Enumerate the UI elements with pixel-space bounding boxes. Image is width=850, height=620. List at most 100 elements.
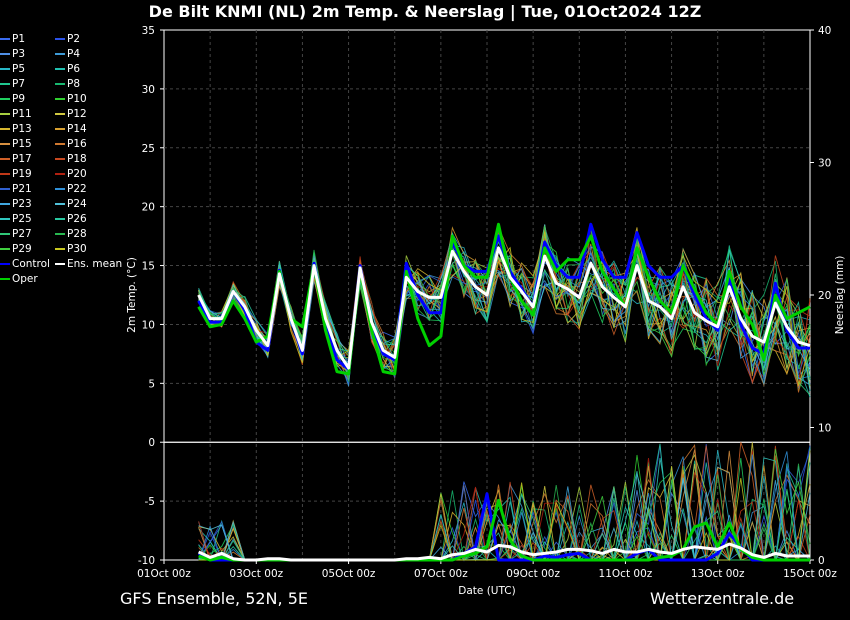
legend-swatch [0, 203, 10, 205]
y-axis-left: -10 -5 0 5 10 15 20 25 30 35 [138, 25, 164, 567]
legend-item: P25 [0, 213, 32, 225]
x-tick-label: 09Oct 00z [506, 568, 560, 580]
legend-label: P25 [12, 213, 32, 225]
legend-swatch [55, 53, 65, 55]
legend-item: P15 [0, 138, 32, 150]
legend-label: P15 [12, 138, 32, 150]
y-axis-right: 0 10 20 30 40 [810, 25, 831, 567]
legend-item: P4 [55, 48, 80, 60]
x-tick-label: 01Oct 00z [137, 568, 191, 580]
y-tick-label-right: 20 [818, 290, 831, 302]
x-axis-label: Date (UTC) [458, 585, 515, 597]
legend-swatch [55, 83, 65, 85]
legend-item: P3 [0, 48, 25, 60]
legend-item: Oper [0, 273, 38, 285]
legend-item: P12 [55, 108, 87, 120]
legend-swatch [0, 98, 10, 100]
legend-swatch [0, 128, 10, 130]
legend-swatch [0, 218, 10, 220]
legend-label: Control [12, 258, 50, 270]
legend-item: P13 [0, 123, 32, 135]
legend-swatch [55, 218, 65, 220]
x-tick-label: 13Oct 00z [691, 568, 745, 580]
legend-label: P5 [12, 63, 26, 75]
legend-item: P18 [55, 153, 87, 165]
legend-item: P2 [55, 33, 80, 45]
legend-item: P24 [55, 198, 87, 210]
legend-swatch [55, 173, 65, 175]
legend-label: P24 [67, 198, 87, 210]
legend-item: Control [0, 258, 50, 270]
source-credit: Wetterzentrale.de [650, 589, 795, 608]
y-tick-label-left: 15 [142, 261, 155, 273]
legend-item: P21 [0, 183, 32, 195]
legend-item: P8 [55, 78, 80, 90]
x-tick-label: 15Oct 00z [783, 568, 837, 580]
legend-swatch [0, 248, 10, 250]
y-tick-label-left: 30 [142, 84, 155, 96]
legend-item: P22 [55, 183, 87, 195]
y-tick-label-right: 0 [818, 555, 825, 567]
legend-item: P30 [55, 243, 87, 255]
legend-label: P29 [12, 243, 32, 255]
series-line-ens-mean-precip [197, 542, 810, 562]
legend-swatch [0, 158, 10, 160]
legend-swatch [0, 173, 10, 175]
model-info: GFS Ensemble, 52N, 5E [120, 589, 308, 608]
legend-swatch [55, 38, 65, 40]
y-axis-right-label: Neerslag (mm) [834, 256, 846, 335]
legend-swatch [0, 83, 10, 85]
series-line-ens-mean [197, 246, 811, 370]
legend-label: P30 [67, 243, 87, 255]
legend-swatch [55, 113, 65, 115]
legend-label: P16 [67, 138, 87, 150]
legend-label: P21 [12, 183, 32, 195]
y-tick-label-left: -5 [145, 496, 155, 508]
ensemble-member-temp [198, 225, 811, 376]
legend-label: P28 [67, 228, 87, 240]
legend-swatch [55, 263, 65, 265]
legend-item: P17 [0, 153, 32, 165]
legend-label: P6 [67, 63, 81, 75]
legend-swatch [0, 53, 10, 55]
y-tick-label-left: 25 [142, 143, 155, 155]
legend-swatch [0, 278, 10, 280]
legend-item: P9 [0, 93, 25, 105]
legend-label: P26 [67, 213, 87, 225]
legend-label: P8 [67, 78, 81, 90]
legend-item: P7 [0, 78, 25, 90]
legend-item: P27 [0, 228, 32, 240]
legend-label: P19 [12, 168, 32, 180]
legend-swatch [0, 188, 10, 190]
legend-swatch [0, 38, 10, 40]
legend-label: P9 [12, 93, 26, 105]
legend-item: P28 [55, 228, 87, 240]
legend-item: P29 [0, 243, 32, 255]
x-tick-label: 11Oct 00z [599, 568, 653, 580]
legend-label: P4 [67, 48, 81, 60]
y-tick-label-left: 35 [142, 25, 155, 37]
legend-item: P19 [0, 168, 32, 180]
legend-swatch [55, 143, 65, 145]
legend-label: P2 [67, 33, 81, 45]
legend-swatch [55, 233, 65, 235]
legend-swatch [55, 188, 65, 190]
legend-label: P3 [12, 48, 26, 60]
highlight-lines [197, 222, 811, 562]
y-tick-label-left: 5 [148, 378, 155, 390]
legend-label: P11 [12, 108, 32, 120]
legend-label: P17 [12, 153, 32, 165]
legend-swatch [55, 203, 65, 205]
legend-swatch [0, 68, 10, 70]
legend-label: Ens. mean [67, 258, 123, 270]
legend-label: P14 [67, 123, 87, 135]
legend-swatch [55, 128, 65, 130]
legend-swatch [55, 68, 65, 70]
legend-swatch [55, 158, 65, 160]
legend-swatch [0, 143, 10, 145]
legend-item: P14 [55, 123, 87, 135]
legend-item: P1 [0, 33, 25, 45]
x-axis: 01Oct 00z 03Oct 00z 05Oct 00z 07Oct 00z 09Oc… [137, 560, 837, 580]
y-tick-label-left: -10 [138, 555, 155, 567]
